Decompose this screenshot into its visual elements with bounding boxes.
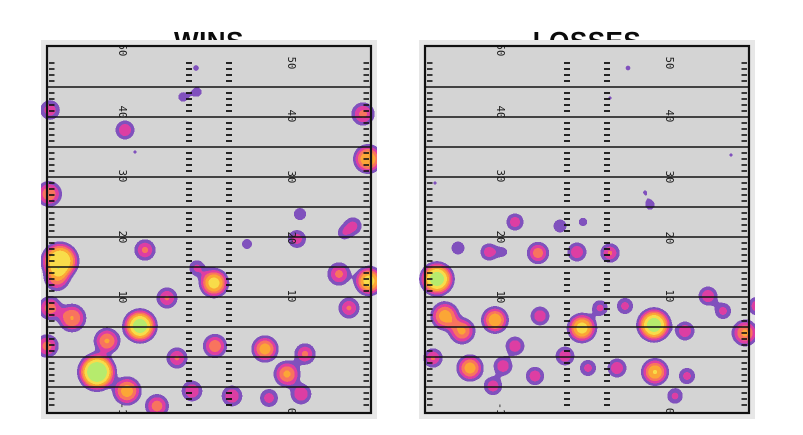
svg-text:50: 50 — [285, 57, 297, 70]
svg-text:30: 30 — [116, 170, 128, 183]
svg-text:40: 40 — [663, 110, 675, 123]
svg-text:20: 20 — [494, 231, 506, 244]
losses-field-heatmap: 50 40 30 20 10 -1 50 40 30 20 10 0 — [419, 40, 755, 419]
svg-text:20: 20 — [285, 232, 297, 245]
svg-text:10: 10 — [285, 290, 297, 303]
svg-text:10: 10 — [116, 291, 128, 304]
svg-text:-1: -1 — [116, 403, 128, 416]
svg-text:40: 40 — [285, 110, 297, 123]
svg-text:10: 10 — [494, 291, 506, 304]
svg-text:30: 30 — [285, 171, 297, 184]
svg-text:40: 40 — [494, 106, 506, 119]
svg-text:20: 20 — [116, 231, 128, 244]
svg-text:50: 50 — [116, 44, 128, 57]
svg-text:40: 40 — [116, 106, 128, 119]
svg-text:30: 30 — [494, 170, 506, 183]
svg-text:30: 30 — [663, 171, 675, 184]
svg-text:50: 50 — [494, 44, 506, 57]
svg-text:0: 0 — [285, 408, 297, 414]
svg-text:-1: -1 — [494, 403, 506, 416]
svg-text:0: 0 — [663, 408, 675, 414]
wins-field-heatmap: 50 40 30 20 10 -1 50 40 30 20 10 0 — [41, 40, 377, 419]
svg-text:50: 50 — [663, 57, 675, 70]
svg-text:20: 20 — [663, 232, 675, 245]
svg-text:10: 10 — [663, 290, 675, 303]
